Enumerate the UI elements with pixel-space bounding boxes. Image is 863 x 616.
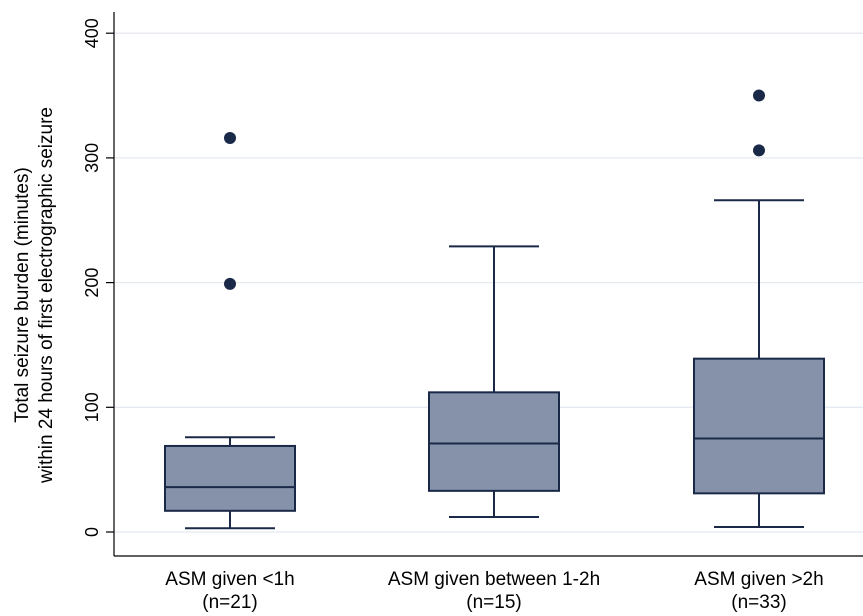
box-group	[428, 245, 560, 519]
x-tick-labels: ASM given <1h(n=21) ASM given between 1-2…	[165, 569, 823, 613]
y-axis-title-line-1: Total seizure burden (minutes)	[12, 167, 33, 423]
x-category-count: (n=33)	[731, 592, 786, 613]
y-tick-label: 400	[82, 18, 102, 48]
x-category-label: ASM given >2h	[694, 569, 823, 590]
axes	[113, 12, 863, 557]
x-category-label: ASM given between 1-2h	[388, 569, 600, 590]
outlier-point	[224, 277, 236, 290]
outlier-point	[753, 89, 765, 102]
y-ticks: 0 100 200 300 400	[82, 18, 114, 537]
iqr-box	[693, 357, 825, 495]
y-axis-title-line-2: within 24 hours of first electrographic …	[36, 107, 57, 484]
x-category-count: (n=15)	[466, 592, 521, 613]
box-group	[693, 89, 825, 529]
outlier-point	[753, 144, 765, 157]
x-category-count: (n=21)	[202, 592, 257, 613]
y-axis-title: Total seizure burden (minutes) within 24…	[12, 107, 57, 484]
outlier-point	[224, 131, 236, 144]
y-tick-label: 100	[82, 392, 102, 422]
iqr-box	[428, 391, 560, 492]
iqr-box	[164, 444, 296, 512]
y-tick-label: 0	[82, 527, 102, 537]
x-category-label: ASM given <1h	[165, 569, 294, 590]
box-series	[164, 89, 825, 530]
y-tick-label: 200	[82, 268, 102, 298]
y-tick-label: 300	[82, 143, 102, 173]
box-group	[164, 131, 296, 530]
